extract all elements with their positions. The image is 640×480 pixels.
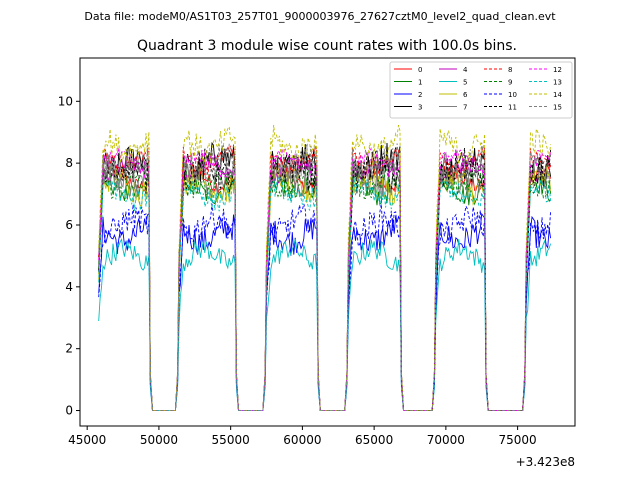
- legend-label: 6: [463, 91, 468, 99]
- x-tick-label: 45000: [68, 433, 106, 447]
- series-line-15: [98, 142, 551, 411]
- series-line-1: [98, 169, 551, 411]
- y-tick-label: 6: [65, 218, 73, 232]
- series-line-9: [98, 162, 552, 411]
- figure-suptitle: Data file: modeM0/AS1T03_257T01_90000039…: [84, 10, 556, 23]
- y-tick-label: 0: [65, 404, 73, 418]
- series-line-5: [98, 238, 552, 411]
- x-axis: 45000 50000 55000 60000 65000 70000 75000: [68, 426, 537, 447]
- legend-label: 12: [553, 66, 562, 74]
- legend-label: 11: [508, 104, 517, 112]
- x-axis-offset-label: +3.423e8: [516, 455, 575, 469]
- x-tick-label: 60000: [283, 433, 321, 447]
- series-line-4: [98, 154, 552, 411]
- legend-label: 8: [508, 66, 512, 74]
- legend-label: 5: [463, 79, 467, 87]
- legend-label: 15: [553, 104, 562, 112]
- legend-frame: [389, 61, 573, 119]
- legend-label: 1: [418, 79, 422, 87]
- legend-label: 3: [418, 104, 422, 112]
- series-line-12: [98, 147, 552, 411]
- x-tick-label: 75000: [499, 433, 537, 447]
- series-line-0: [98, 162, 552, 411]
- legend-label: 0: [418, 66, 422, 74]
- series-line-6: [98, 163, 552, 411]
- y-axis: 0 2 4 6 8 10: [58, 94, 80, 418]
- series-line-11: [98, 147, 552, 411]
- axes-frame: [79, 57, 576, 427]
- y-tick-label: 10: [58, 94, 73, 108]
- chart-title: Quadrant 3 module wise count rates with …: [137, 38, 517, 54]
- y-tick-label: 8: [65, 156, 73, 170]
- x-tick-label: 70000: [427, 433, 465, 447]
- series-line-3: [98, 142, 552, 411]
- series-line-10: [98, 203, 552, 411]
- legend-label: 7: [463, 104, 467, 112]
- series-layer: [98, 124, 552, 411]
- series-line-13: [98, 174, 552, 411]
- legend-label: 14: [553, 91, 562, 99]
- series-line-2: [98, 212, 552, 411]
- legend-label: 10: [508, 91, 517, 99]
- y-tick-label: 4: [65, 280, 73, 294]
- legend-label: 4: [463, 66, 468, 74]
- legend-label: 13: [553, 79, 562, 87]
- legend-label: 2: [418, 91, 422, 99]
- x-tick-label: 65000: [355, 433, 393, 447]
- x-tick-label: 55000: [212, 433, 250, 447]
- x-tick-label: 50000: [140, 433, 178, 447]
- y-tick-label: 2: [65, 342, 73, 356]
- legend-label: 9: [508, 79, 512, 87]
